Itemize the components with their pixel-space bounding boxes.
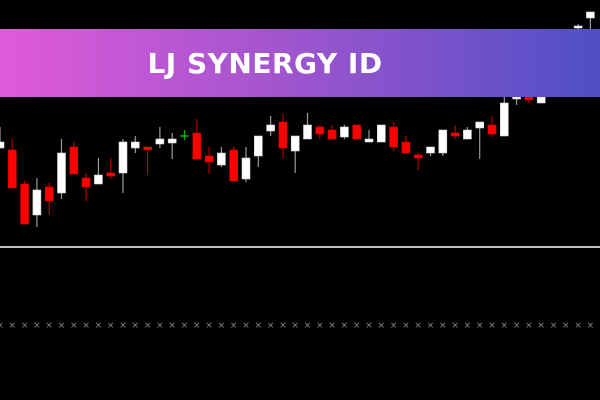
signal-marker: × [21,321,29,331]
candle-bull [131,141,140,149]
signal-marker: × [255,321,263,331]
candle-bull [340,126,349,138]
signal-marker: × [279,321,287,331]
candle-bull [438,129,448,154]
signal-marker: × [427,321,435,331]
candle-bear [401,141,411,154]
signal-marker: × [341,321,349,331]
signal-marker: × [501,321,509,331]
signal-marker: × [205,321,213,331]
candle-bull [241,157,251,180]
signal-marker: × [525,321,533,331]
candle-bull [376,124,386,143]
candle-bull [499,102,509,137]
candle-bull [94,174,103,185]
candle-bear [143,146,152,151]
signal-marker: × [119,321,127,331]
signal-marker: × [95,321,103,331]
signal-marker: × [439,321,447,331]
signal-marker: × [537,321,545,331]
signal-marker: × [353,321,361,331]
candle-bear [204,155,214,163]
candle-bear [20,183,29,225]
signal-marker: × [550,321,558,331]
candle-bear [450,132,460,137]
signal-marker: × [451,321,459,331]
candle-bear [327,129,337,140]
candle-bear [44,186,54,202]
candle-bull [586,11,595,19]
candle-bull [463,129,472,140]
candle-bear [8,149,17,189]
signal-marker: × [82,321,90,331]
candle-bear [389,126,398,148]
signal-marker: × [378,321,386,331]
signal-marker: × [365,321,373,331]
signal-marker: × [9,321,17,331]
signal-marker: × [242,321,250,331]
candle-bear [524,96,534,101]
signal-marker: × [390,321,398,331]
signal-marker: × [193,321,201,331]
candle-bear [106,172,115,177]
candle-bull [155,138,165,145]
signal-marker: × [218,321,226,331]
signal-marker: × [291,321,299,331]
candle-bull [118,141,128,174]
signal-marker: × [267,321,275,331]
signal-marker: × [0,321,4,331]
candle-bull [254,135,263,157]
candle-bull [512,96,521,100]
candle-bear [81,177,91,188]
candle-bull [475,121,485,129]
signal-marker: × [304,321,312,331]
signal-marker: × [156,321,164,331]
candle-bull [266,124,275,132]
candle-bull [303,124,312,140]
signal-marker: × [144,321,152,331]
signal-marker: × [45,321,53,331]
signal-marker: × [587,321,595,331]
candle-bull [573,25,583,29]
banner-title: LJ SYNERGY ID [147,46,383,80]
candle-bear [69,146,79,175]
signal-marker: × [230,321,238,331]
candle-bear [413,154,423,159]
signal-marker: × [488,321,496,331]
candle-bull [290,135,300,152]
signal-marker: × [328,321,336,331]
candle-bear [192,132,202,160]
signal-marker: × [33,321,41,331]
signal-marker: × [574,321,582,331]
candle-bull [57,152,66,194]
candle-bull [426,146,435,154]
candle-bear [229,149,238,182]
candle-bear [352,124,362,140]
signal-marker: × [168,321,176,331]
candle-bear [315,126,325,135]
candle-bull [217,152,226,166]
signal-marker: × [107,321,115,331]
signal-marker: × [513,321,521,331]
signal-marker: × [70,321,78,331]
signal-marker: × [414,321,422,331]
candle-bear [278,121,288,149]
signal-marker: × [402,321,410,331]
signal-marker: × [476,321,484,331]
candle-bull [167,138,177,144]
candle-bear [487,124,497,135]
title-banner: LJ SYNERGY ID [0,29,600,97]
signal-marker: × [58,321,66,331]
signal-marker: × [181,321,189,331]
signal-marker: × [132,321,140,331]
signal-marker: × [562,321,570,331]
candle-bull [364,138,374,143]
signal-marker: × [316,321,324,331]
candle-bull [0,141,5,149]
signal-marker: × [464,321,472,331]
candle-bull [32,189,42,216]
candle-bull [536,96,546,104]
